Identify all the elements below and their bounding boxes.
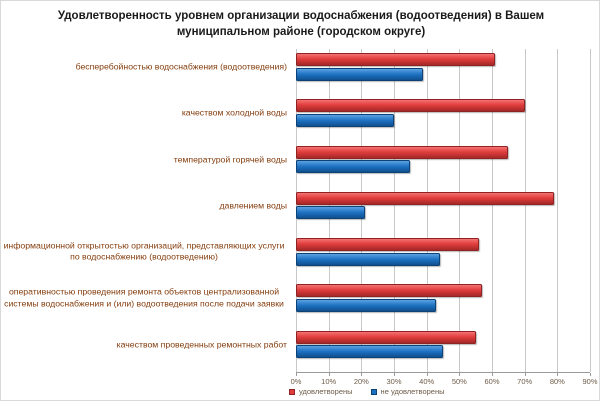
x-axis-tick-label: 20% — [353, 377, 369, 386]
gridline — [459, 49, 461, 372]
legend: удовлетворены не удовлетворены — [289, 387, 444, 396]
category-label: давлением воды — [219, 200, 287, 211]
satisfied-bar-5 — [296, 284, 483, 298]
satisfied-bar-3 — [296, 191, 555, 205]
axis-tickmark — [394, 373, 395, 376]
legend-label: удовлетворены — [299, 387, 353, 396]
unsatisfied-bar-5 — [296, 298, 437, 312]
gridline — [590, 49, 591, 372]
chart-title: Удовлетворенность уровнем организации во… — [57, 10, 545, 39]
x-axis-tick-label: 80% — [549, 377, 565, 386]
axis-tickmark — [492, 373, 493, 376]
satisfied-bar-4 — [296, 238, 479, 252]
unsatisfied-bar-3 — [296, 206, 365, 220]
gridline — [557, 49, 559, 372]
unsatisfied-bar-4 — [296, 252, 440, 266]
legend-item: удовлетворены — [289, 387, 353, 396]
axis-tickmark — [590, 373, 591, 376]
satisfied-bar-1 — [296, 99, 525, 113]
satisfied-bar-6 — [296, 330, 476, 344]
satisfied-legend-swatch-icon — [289, 388, 295, 395]
category-label: информационной открытостью организаций, … — [3, 240, 285, 263]
legend-label: не удовлетворены — [380, 387, 445, 396]
unsatisfied-legend-swatch-icon — [370, 388, 377, 395]
category-label: качеством холодной воды — [181, 107, 287, 118]
x-axis-tick-label: 90% — [582, 377, 598, 386]
category-label: бесперебойностью водоснабжения (водоотве… — [75, 61, 287, 72]
axis-tickmark — [426, 373, 428, 376]
x-axis-tick-label: 10% — [321, 377, 337, 386]
axis-tickmark — [459, 373, 461, 376]
satisfied-bar-2 — [296, 145, 509, 159]
axis-tickmark — [557, 373, 559, 376]
unsatisfied-bar-1 — [296, 113, 394, 127]
gridline — [393, 49, 395, 372]
x-axis-tick-label: 70% — [517, 377, 533, 386]
x-axis-tick-label: 40% — [419, 377, 435, 386]
category-label: оперативностью проведения ремонта объект… — [4, 287, 284, 309]
axis-tickmark — [328, 373, 330, 376]
x-axis-tick-label: 60% — [484, 377, 500, 386]
unsatisfied-bar-0 — [296, 67, 424, 81]
plot-area — [296, 49, 591, 376]
unsatisfied-bar-6 — [296, 345, 443, 359]
legend-item: не удовлетворены — [370, 387, 445, 396]
x-axis-tick-label: 30% — [386, 377, 402, 386]
category-label: качеством проведенных ремонтных работ — [116, 339, 287, 350]
x-axis-tick-label: 0% — [290, 377, 302, 386]
unsatisfied-bar-2 — [296, 160, 411, 174]
x-axis-tick-label: 50% — [451, 377, 467, 386]
axis-tickmark — [296, 373, 297, 376]
satisfied-bar-0 — [296, 53, 496, 66]
axis-tickmark — [524, 373, 526, 376]
gridline — [426, 49, 428, 372]
axis-tickmark — [361, 373, 363, 376]
gridline — [491, 49, 493, 372]
category-label: температурой горячей воды — [173, 153, 287, 164]
gridline — [524, 49, 526, 372]
